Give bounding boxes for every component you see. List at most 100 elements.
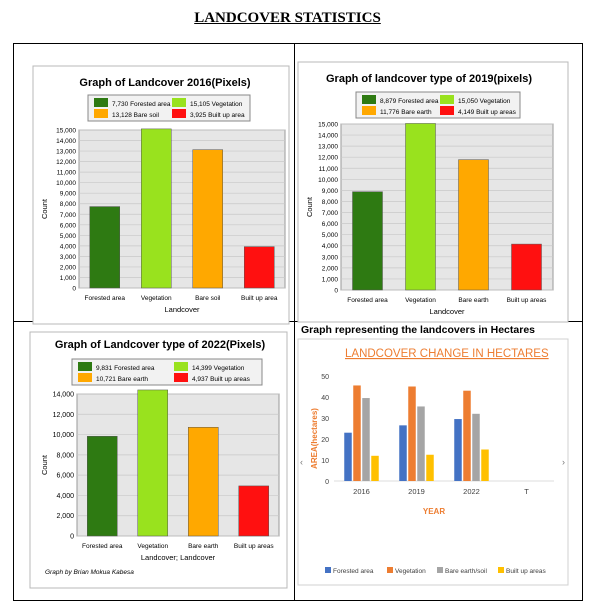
y-tick-label: 2,000 (56, 513, 74, 520)
legend-swatch (440, 95, 454, 104)
legend-entry: 10,721 Bare earth (96, 376, 148, 383)
y-axis-label: AREA(hectares) (310, 408, 319, 469)
y-tick-label: 0 (334, 288, 338, 295)
page-heading: LANDCOVER STATISTICS (194, 10, 381, 26)
x-tick-label: Built up area (241, 295, 278, 302)
y-tick-label: 20 (321, 437, 329, 444)
y-tick-label: 8,000 (60, 201, 77, 208)
bar (405, 123, 436, 291)
scroll-right-icon: › (562, 457, 565, 467)
charts-frame (13, 43, 583, 601)
y-tick-label: 0 (72, 286, 76, 293)
legend-entry: 4,149 Built up areas (458, 109, 517, 116)
bar (399, 425, 407, 481)
y-tick-label: 12,000 (56, 159, 76, 166)
legend-swatch (172, 109, 186, 118)
x-tick-label: Forested area (82, 543, 123, 550)
legend-swatch (437, 567, 443, 573)
y-tick-label: 7,000 (322, 210, 339, 217)
y-tick-label: 30 (321, 416, 329, 423)
legend-entry: 15,050 Vegetation (458, 98, 511, 105)
y-tick-label: 8,000 (56, 452, 74, 459)
x-axis-label: Landcover (429, 307, 465, 316)
chart-title: Graph of Landcover 2016(Pixels) (79, 77, 251, 89)
bar (238, 485, 269, 537)
legend-swatch (362, 95, 376, 104)
legend-swatch (94, 109, 108, 118)
x-tick-label: Bare earth (188, 543, 219, 550)
bar (188, 427, 219, 537)
bar (371, 455, 379, 481)
legend-entry: 15,105 Vegetation (190, 101, 243, 108)
legend-swatch (174, 373, 188, 382)
x-axis-label: YEAR (423, 507, 445, 516)
y-axis-label: Count (40, 198, 49, 219)
legend-entry: 9,831 Forested area (96, 365, 155, 372)
bar (481, 449, 489, 481)
x-axis-label: Landcover; Landcover (141, 553, 216, 562)
legend-swatch (174, 362, 188, 371)
y-tick-label: 10,000 (53, 432, 75, 439)
y-tick-label: 3,000 (322, 254, 339, 261)
y-tick-label: 5,000 (322, 232, 339, 239)
bar (472, 413, 480, 481)
bar (463, 390, 471, 481)
legend-box (71, 358, 263, 386)
legend-swatch (78, 362, 92, 371)
y-tick-label: 11,000 (57, 170, 77, 177)
y-tick-label: 40 (321, 395, 329, 402)
y-tick-label: 5,000 (60, 233, 77, 240)
legend-entry: 7,730 Forested area (112, 101, 171, 108)
y-tick-label: 3,000 (60, 254, 77, 261)
y-tick-label: 6,000 (56, 473, 74, 480)
bar (417, 406, 425, 481)
x-axis-label: Landcover (164, 305, 200, 314)
chart-credit: Graph by Brian Mokua Kabesa (45, 569, 134, 576)
bar (352, 191, 383, 291)
chart-title: Graph of landcover type of 2019(pixels) (326, 73, 532, 85)
bar (362, 398, 370, 481)
panel-caption: Graph representing the landcovers in Hec… (301, 324, 535, 336)
x-tick-label: Bare earth (458, 297, 489, 304)
legend-box (87, 94, 251, 122)
legend-entry: Vegetation (395, 568, 426, 575)
x-tick-label: Built up areas (507, 297, 547, 304)
y-tick-label: 7,000 (60, 212, 77, 219)
bar (89, 206, 120, 289)
legend-swatch (440, 106, 454, 115)
legend-entry: 13,128 Bare soil (112, 112, 160, 119)
legend-entry: 14,399 Vegetation (192, 365, 245, 372)
chart-title: LANDCOVER CHANGE IN HECTARES (345, 348, 549, 360)
y-tick-label: 8,000 (322, 199, 339, 206)
legend-swatch (172, 98, 186, 107)
x-tick-label: Built up areas (234, 543, 274, 550)
y-tick-label: 15,000 (318, 122, 338, 129)
y-tick-label: 2,000 (60, 264, 77, 271)
bar (141, 128, 172, 289)
legend-entry: 3,925 Built up area (190, 112, 245, 119)
bar (408, 386, 416, 481)
legend-swatch (325, 567, 331, 573)
x-tick-label: Forested area (347, 297, 388, 304)
scroll-left-icon: ‹ (300, 457, 303, 467)
legend-swatch (362, 106, 376, 115)
bar (454, 419, 462, 481)
y-tick-label: 6,000 (322, 221, 339, 228)
y-tick-label: 0 (70, 534, 74, 541)
bar (458, 159, 489, 291)
legend-entry: 11,776 Bare earth (380, 109, 432, 116)
bar (353, 385, 361, 481)
legend-entry: Built up areas (506, 568, 546, 575)
chart-title: Graph of Landcover type of 2022(Pixels) (55, 339, 266, 351)
bar (87, 436, 118, 537)
y-tick-label: 14,000 (56, 138, 76, 145)
legend-swatch (78, 373, 92, 382)
bar (426, 454, 434, 481)
x-tick-label: Vegetation (405, 297, 436, 304)
legend-swatch (387, 567, 393, 573)
x-tick-label: 2022 (463, 487, 480, 496)
